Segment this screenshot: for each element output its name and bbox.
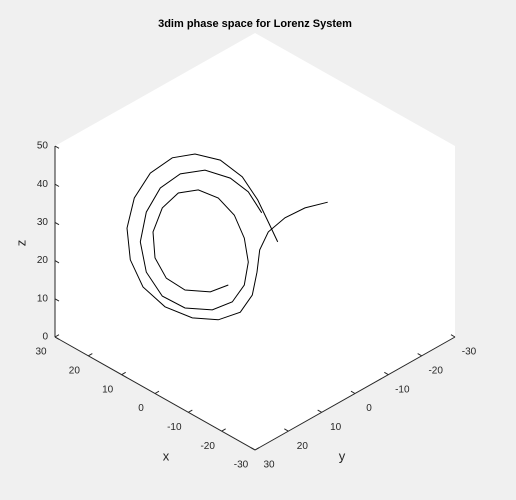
z-tick bbox=[54, 260, 60, 264]
z-tick bbox=[54, 145, 60, 149]
z-tick-label: 50 bbox=[37, 141, 49, 152]
y-axis-label: y bbox=[339, 448, 346, 463]
y-tick bbox=[317, 409, 322, 413]
z-tick-label: 0 bbox=[42, 332, 48, 343]
z-tick bbox=[54, 336, 60, 340]
x-tick bbox=[88, 353, 93, 357]
x-tick-label: -20 bbox=[200, 441, 215, 452]
y-tick-label: -20 bbox=[428, 365, 443, 376]
plot-area bbox=[55, 33, 455, 450]
z-tick-label: 30 bbox=[37, 217, 49, 228]
y-tick bbox=[250, 447, 256, 451]
z-tick-label: 40 bbox=[37, 179, 49, 190]
z-tick bbox=[54, 183, 60, 187]
y-tick bbox=[384, 371, 389, 376]
z-tick-label: 10 bbox=[37, 293, 49, 304]
y-tick-label: 30 bbox=[263, 460, 275, 471]
x-tick bbox=[154, 390, 160, 394]
x-tick bbox=[54, 334, 60, 338]
x-tick-label: -10 bbox=[167, 422, 182, 433]
x-tick-label: 10 bbox=[102, 384, 114, 395]
x-tick-label: 0 bbox=[138, 403, 144, 414]
x-tick bbox=[221, 428, 226, 432]
x-tick-label: 20 bbox=[69, 365, 81, 376]
x-tick bbox=[254, 447, 260, 451]
y-tick bbox=[450, 334, 456, 338]
y-tick bbox=[350, 390, 356, 394]
x-tick bbox=[121, 371, 126, 376]
x-tick-label: -30 bbox=[234, 460, 249, 471]
y-tick-label: 10 bbox=[330, 422, 342, 433]
x-tick bbox=[188, 409, 193, 413]
y-tick-label: 20 bbox=[297, 441, 309, 452]
z-axis-label: z bbox=[13, 240, 28, 247]
y-tick bbox=[417, 353, 422, 357]
y-tick-label: -30 bbox=[462, 347, 477, 358]
x-axis-label: x bbox=[163, 448, 170, 463]
x-tick-label: 30 bbox=[35, 347, 47, 358]
y-tick-label: -10 bbox=[395, 384, 410, 395]
z-tick bbox=[54, 221, 60, 226]
z-tick-label: 20 bbox=[37, 255, 49, 266]
z-tick bbox=[54, 298, 60, 302]
y-tick-label: 0 bbox=[366, 403, 372, 414]
chart-title: 3dim phase space for Lorenz System bbox=[158, 18, 352, 30]
y-tick bbox=[284, 428, 289, 432]
trajectory bbox=[126, 153, 328, 321]
